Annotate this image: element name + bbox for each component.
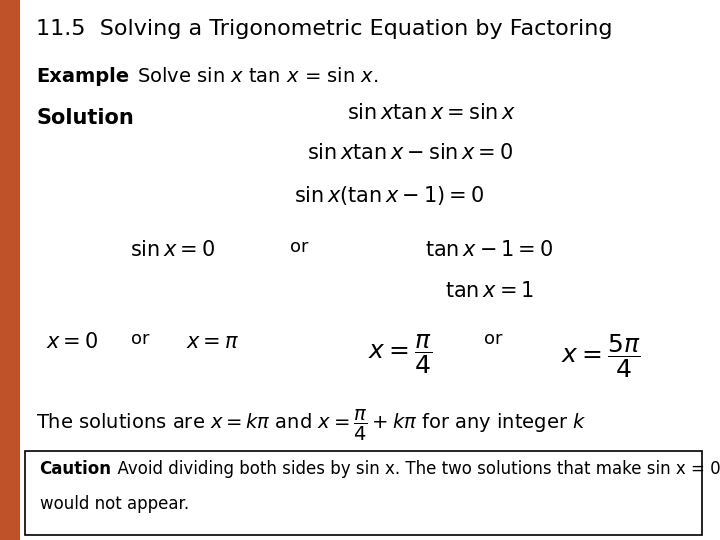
Text: would not appear.: would not appear.: [40, 495, 189, 513]
Text: $\sin x \tan x - \sin x = 0$: $\sin x \tan x - \sin x = 0$: [307, 143, 513, 163]
Text: $\tan x = 1$: $\tan x = 1$: [445, 281, 534, 301]
Text: Example: Example: [36, 68, 129, 86]
Text: $x = \pi$: $x = \pi$: [186, 332, 239, 352]
Text: $\sin x(\tan x - 1) = 0$: $\sin x(\tan x - 1) = 0$: [294, 184, 484, 207]
Text: $x = \dfrac{\pi}{4}$: $x = \dfrac{\pi}{4}$: [368, 332, 431, 376]
FancyBboxPatch shape: [0, 0, 20, 540]
Text: $\sin x = 0$: $\sin x = 0$: [130, 240, 215, 260]
Text: The solutions are $x = k\pi$ and $x = \dfrac{\pi}{4} + k\pi$ for any integer $k$: The solutions are $x = k\pi$ and $x = \d…: [36, 408, 586, 443]
Text: $\sin x \tan x = \sin x$: $\sin x \tan x = \sin x$: [348, 103, 516, 123]
FancyBboxPatch shape: [25, 451, 702, 535]
Text: or: or: [289, 238, 308, 255]
Text: Avoid dividing both sides by sin x. The two solutions that make sin x = 0: Avoid dividing both sides by sin x. The …: [107, 460, 720, 478]
Text: $x = \dfrac{5\pi}{4}$: $x = \dfrac{5\pi}{4}$: [562, 332, 641, 380]
Text: 11.5  Solving a Trigonometric Equation by Factoring: 11.5 Solving a Trigonometric Equation by…: [36, 19, 613, 39]
Text: $\tan x - 1 = 0$: $\tan x - 1 = 0$: [426, 240, 554, 260]
Text: or: or: [484, 330, 503, 348]
Text: Solution: Solution: [36, 108, 134, 128]
Text: Solve sin $x$ tan $x$ = sin $x$.: Solve sin $x$ tan $x$ = sin $x$.: [137, 68, 379, 86]
Text: or: or: [131, 330, 150, 348]
Text: Caution: Caution: [40, 460, 112, 478]
Text: $x = 0$: $x = 0$: [46, 332, 98, 352]
